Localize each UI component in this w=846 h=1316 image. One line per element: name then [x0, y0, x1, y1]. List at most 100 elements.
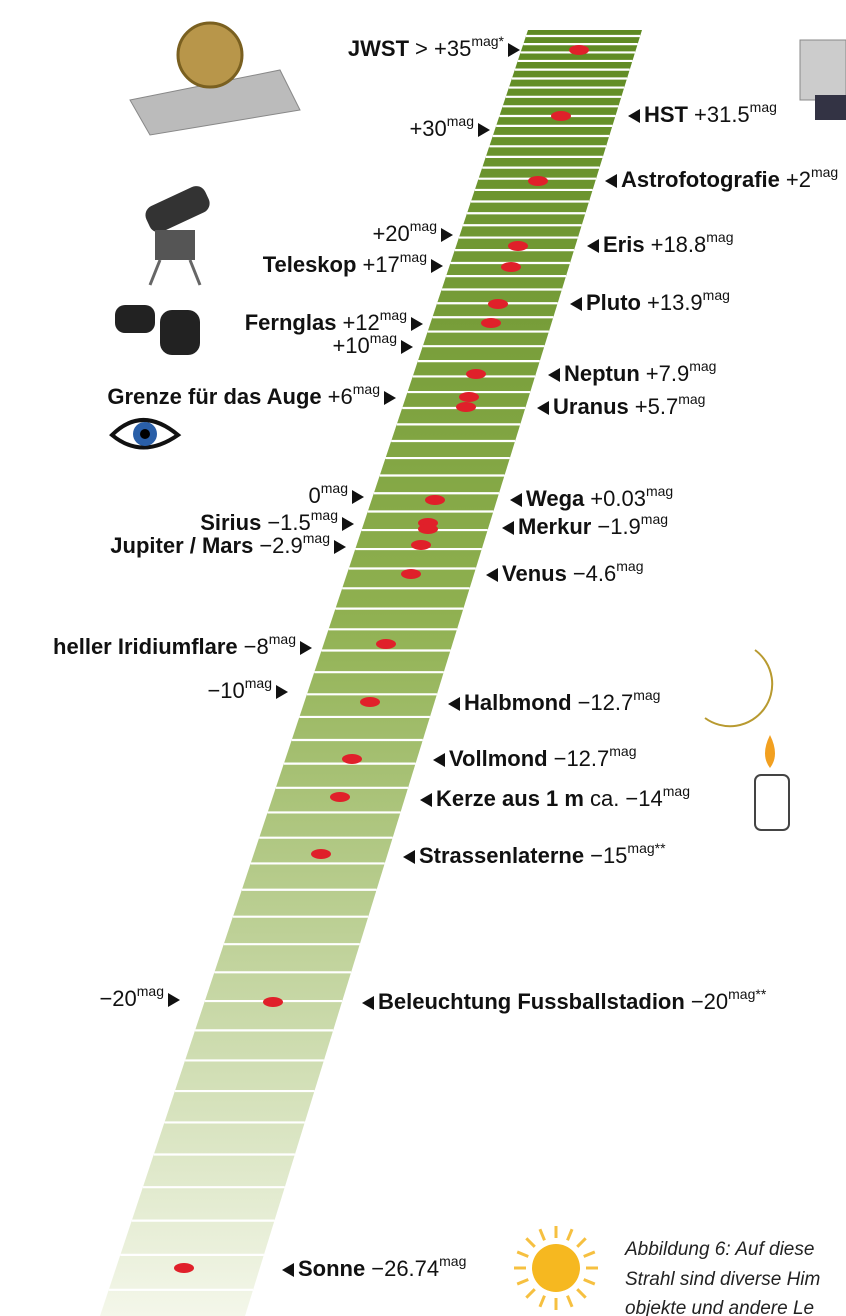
object-dot [263, 997, 283, 1007]
pointer-arrow [433, 753, 445, 767]
label-value: +31.5 [694, 102, 750, 127]
object-dot [551, 111, 571, 121]
pointer-arrow [431, 259, 443, 273]
magnitude-label: Beleuchtung Fussballstadion−20mag** [378, 986, 767, 1014]
label-unit: mag [321, 480, 348, 496]
label-name: Wega [526, 486, 585, 511]
pointer-arrow [384, 391, 396, 405]
pointer-arrow [478, 123, 490, 137]
telescope-icon [142, 183, 213, 285]
label-value: > +35 [415, 36, 471, 61]
label-value: +10 [332, 333, 369, 358]
sun-ray [540, 1229, 545, 1240]
label-unit: mag [811, 164, 838, 180]
label-name: heller Iridiumflare [53, 634, 238, 659]
object-dot [174, 1263, 194, 1273]
caption-line: Abbildung 6: Auf diese [624, 1239, 814, 1260]
label-unit: mag [400, 249, 427, 265]
eye-icon [112, 420, 178, 448]
label-value: +13.9 [647, 290, 703, 315]
label-name: Sirius [200, 510, 261, 535]
label-value: −12.7 [578, 690, 634, 715]
hubble-icon [800, 40, 846, 120]
object-dot [508, 241, 528, 251]
label-unit: mag [303, 530, 330, 546]
label-value: +2 [786, 167, 811, 192]
magnitude-label: Merkur−1.9mag [518, 511, 668, 539]
label-unit: mag [641, 511, 668, 527]
label-name: Strassenlaterne [419, 843, 584, 868]
label-value: −20 [99, 986, 136, 1011]
magnitude-label: Wega+0.03mag [526, 483, 673, 511]
jwst-icon [130, 23, 300, 135]
pointer-arrow [352, 490, 364, 504]
label-name: Merkur [518, 514, 592, 539]
label-name: Uranus [553, 394, 629, 419]
magnitude-label: JWST> +35mag* [348, 33, 505, 61]
label-unit: mag [633, 687, 660, 703]
sun-icon [514, 1226, 598, 1310]
object-dot [376, 639, 396, 649]
object-dot [459, 392, 479, 402]
object-dot [569, 45, 589, 55]
label-value: +6 [328, 384, 353, 409]
label-value: −8 [244, 634, 269, 659]
label-name: Beleuchtung Fussballstadion [378, 989, 685, 1014]
magnitude-label: Pluto+13.9mag [586, 287, 730, 315]
pointer-arrow [587, 239, 599, 253]
magnitude-label: heller Iridiumflare−8mag [53, 631, 296, 659]
sun-ray [540, 1296, 545, 1307]
sun-ray [526, 1289, 534, 1297]
object-dot [311, 849, 331, 859]
sun-ray [577, 1289, 585, 1297]
object-dot [456, 402, 476, 412]
sun-ray [577, 1238, 585, 1246]
label-name: HST [644, 102, 689, 127]
label-value: −12.7 [554, 746, 610, 771]
label-unit: mag [703, 287, 730, 303]
pointer-arrow [342, 517, 354, 531]
pointer-arrow [282, 1263, 294, 1277]
object-dot [330, 792, 350, 802]
label-name: Fernglas [245, 310, 337, 335]
label-name: Sonne [298, 1256, 365, 1281]
label-value: −15 [590, 843, 627, 868]
pointer-arrow [628, 109, 640, 123]
sun-ray [517, 1252, 528, 1257]
label-value: −4.6 [573, 561, 616, 586]
object-dot [528, 176, 548, 186]
label-name: Grenze für das Auge [107, 384, 321, 409]
magnitude-label: −20mag [99, 983, 164, 1011]
label-value: +17 [362, 252, 399, 277]
label-unit: mag [609, 743, 636, 759]
sun-ray [517, 1279, 528, 1284]
object-dot [360, 697, 380, 707]
label-value: −20 [691, 989, 728, 1014]
sun-ray [526, 1238, 534, 1246]
pointer-arrow [570, 297, 582, 311]
object-dot [466, 369, 486, 379]
label-unit: mag [410, 218, 437, 234]
pointer-arrow [537, 401, 549, 415]
label-value: 0 [309, 483, 321, 508]
label-name: Pluto [586, 290, 641, 315]
magnitude-label: Teleskop+17mag [263, 249, 427, 277]
label-unit: mag [380, 307, 407, 323]
label-name: Neptun [564, 361, 640, 386]
diagram: Abbildung 6: Auf diese Strahl sind diver… [0, 0, 846, 1316]
label-name: Astrofotografie [621, 167, 780, 192]
object-dot [425, 495, 445, 505]
label-unit: mag [471, 33, 498, 49]
pointer-arrow [605, 174, 617, 188]
moon-icon [705, 650, 772, 726]
label-unit: mag [689, 358, 716, 374]
label-unit: mag [750, 99, 777, 115]
magnitude-label: Vollmond−12.7mag [449, 743, 637, 771]
label-value: +30 [409, 116, 446, 141]
label-value: +0.03 [590, 486, 646, 511]
object-dot [418, 524, 438, 534]
magnitude-label: Neptun+7.9mag [564, 358, 716, 386]
magnitude-label: Halbmond−12.7mag [464, 687, 660, 715]
magnitude-label: −10mag [207, 675, 272, 703]
pointer-arrow [403, 850, 415, 864]
